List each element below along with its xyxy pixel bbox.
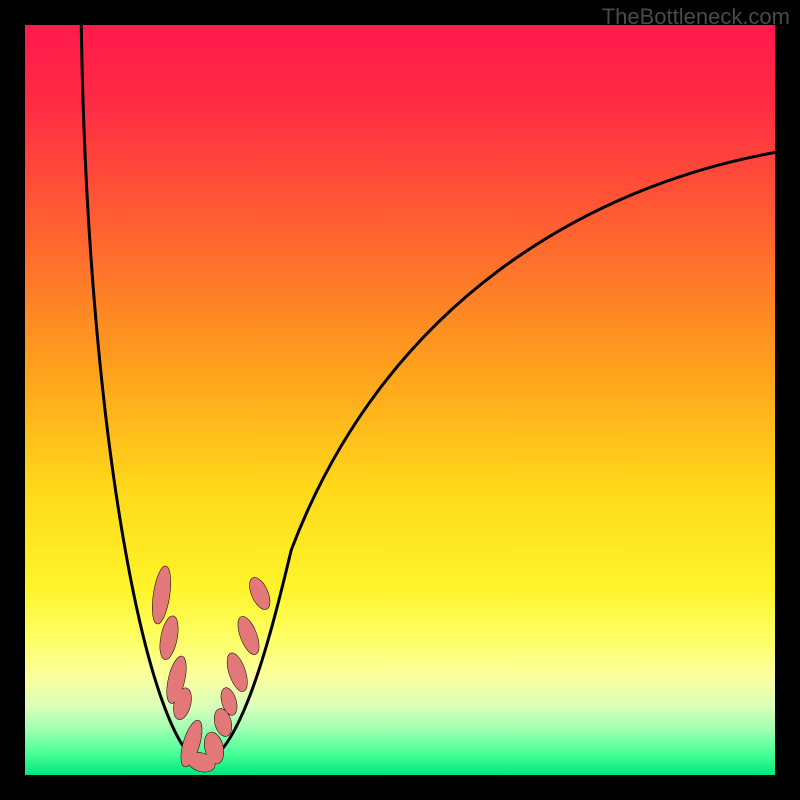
chart-root: TheBottleneck.com [0,0,800,800]
watermark-text: TheBottleneck.com [602,4,790,30]
chart-svg [0,0,800,800]
